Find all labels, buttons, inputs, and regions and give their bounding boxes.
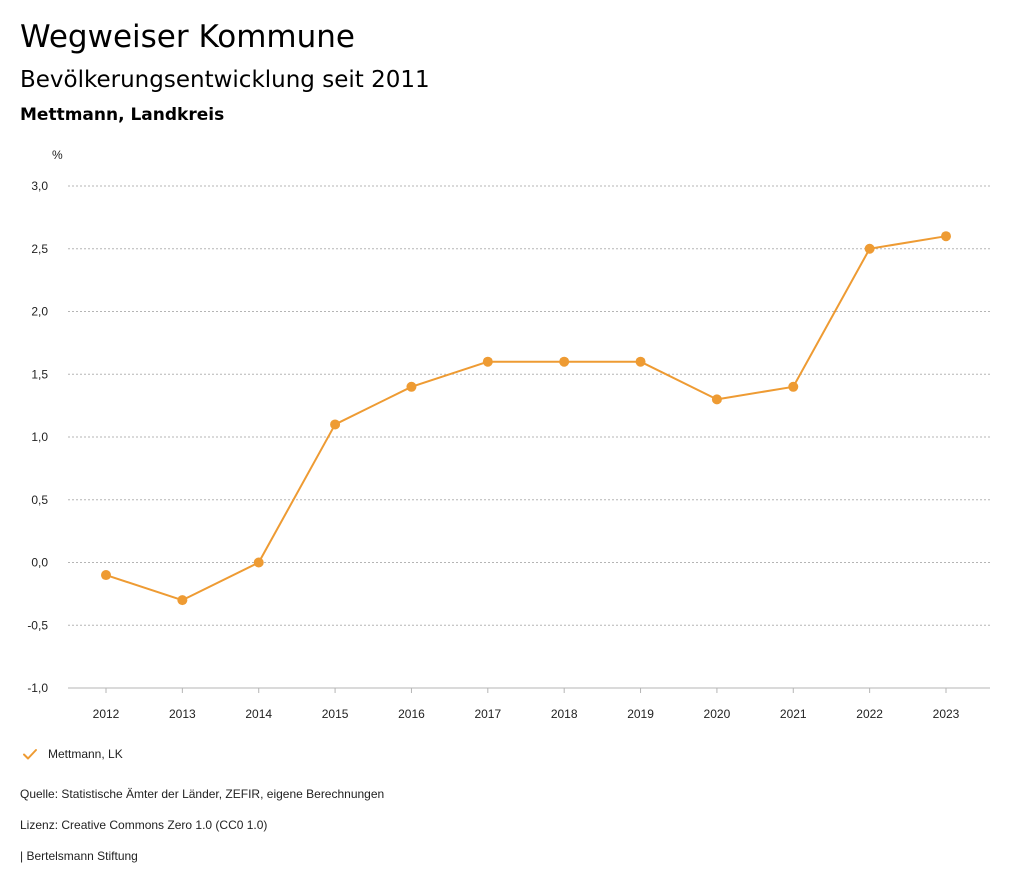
y-axis-ticks: 3,0 2,5 2,0 1,5 1,0 0,5 0,0 -0,5 -1,0 — [27, 179, 48, 695]
x-tick-label: 2018 — [551, 707, 578, 721]
x-tick-label: 2014 — [245, 707, 272, 721]
x-tick-label: 2022 — [856, 707, 883, 721]
y-tick-label: 1,0 — [31, 430, 48, 444]
x-tick-label: 2023 — [933, 707, 960, 721]
series-mettmann-lk — [101, 231, 951, 606]
y-tick-label: 2,5 — [31, 242, 48, 256]
x-axis-ticks: 2012 2013 2014 2015 2016 2017 2018 2019 2020 2021… — [68, 687, 990, 721]
y-tick-label: 2,0 — [31, 305, 48, 319]
check-icon — [23, 749, 37, 760]
x-tick-label: 2013 — [169, 707, 196, 721]
data-point[interactable] — [941, 231, 951, 242]
legend-item[interactable]: Mettmann, LK — [22, 744, 123, 764]
data-point[interactable] — [330, 419, 341, 430]
data-point[interactable] — [406, 381, 417, 392]
x-tick-label: 2021 — [780, 707, 807, 721]
license-note: Lizenz: Creative Commons Zero 1.0 (CC0 1… — [20, 818, 268, 832]
data-point[interactable] — [177, 595, 188, 606]
x-tick-label: 2012 — [93, 707, 120, 721]
y-tick-label: 0,0 — [31, 556, 48, 570]
x-tick-label: 2019 — [627, 707, 654, 721]
data-point[interactable] — [864, 243, 875, 254]
credit-note: | Bertelsmann Stiftung — [20, 849, 138, 863]
data-point[interactable] — [101, 570, 111, 581]
y-tick-label: 0,5 — [31, 493, 48, 507]
data-point[interactable] — [253, 557, 264, 568]
x-tick-label: 2020 — [704, 707, 731, 721]
y-tick-label: 3,0 — [31, 179, 48, 193]
y-tick-label: -0,5 — [27, 618, 48, 632]
data-point[interactable] — [482, 356, 493, 367]
x-tick-label: 2017 — [474, 707, 501, 721]
region-name: Mettmann, Landkreis — [20, 105, 225, 125]
data-point[interactable] — [559, 356, 570, 367]
y-tick-label: -1,0 — [27, 681, 48, 695]
chart-subtitle: Bevölkerungsentwicklung seit 2011 — [20, 67, 430, 93]
y-tick-label: 1,5 — [31, 367, 48, 381]
data-point[interactable] — [635, 356, 646, 367]
data-point[interactable] — [788, 381, 799, 392]
page-title: Wegweiser Kommune — [20, 19, 355, 55]
series-line — [105, 235, 947, 602]
x-tick-label: 2016 — [398, 707, 425, 721]
legend-label: Mettmann, LK — [48, 747, 123, 761]
grid-lines — [68, 185, 990, 689]
data-point[interactable] — [711, 394, 722, 405]
source-note: Quelle: Statistische Ämter der Länder, Z… — [20, 787, 385, 801]
y-axis-unit-label: % — [52, 148, 63, 162]
x-tick-label: 2015 — [322, 707, 349, 721]
